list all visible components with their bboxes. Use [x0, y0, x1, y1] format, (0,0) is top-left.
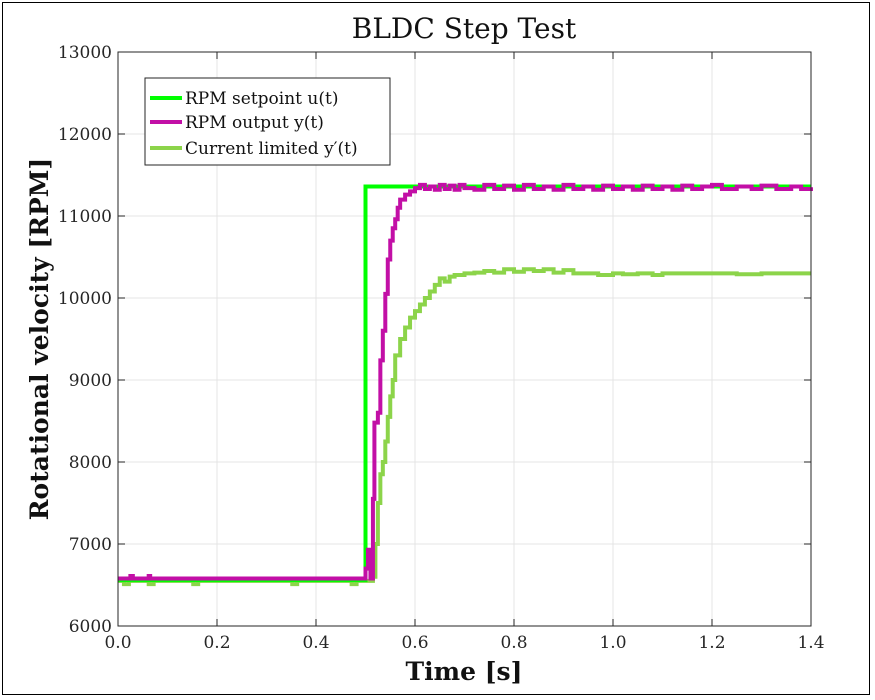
legend-box [144, 77, 391, 166]
x-tick-label: 0.0 [104, 633, 131, 653]
x-tick-label: 0.6 [401, 633, 428, 653]
legend-label-output: RPM output y(t) [185, 113, 324, 133]
y-axis-label: Rotational velocity [RPM] [25, 158, 54, 521]
y-tick-label: 10000 [58, 289, 112, 309]
legend-label-current-limited: Current limited y′(t) [185, 139, 358, 159]
y-tick-label: 9000 [69, 371, 112, 391]
y-tick-label: 12000 [58, 125, 112, 145]
plot-border [117, 51, 812, 627]
x-tick-label: 1.2 [698, 633, 725, 653]
chart-title: BLDC Step Test [352, 12, 577, 45]
y-tick-label: 8000 [69, 453, 112, 473]
x-axis-label: Time [s] [406, 657, 523, 686]
x-tick-label: 0.8 [500, 633, 527, 653]
x-tick-label: 1.4 [797, 633, 824, 653]
tick-marks [117, 51, 812, 627]
tick-labels: 0.0 0.2 0.4 0.6 0.8 1.0 1.2 1.4 6000 7000 8000 9000… [58, 43, 825, 653]
series-line-output [118, 182, 813, 581]
x-tick-label: 0.2 [203, 633, 230, 653]
y-tick-label: 11000 [58, 207, 112, 227]
legend-label-setpoint: RPM setpoint u(t) [185, 89, 338, 109]
x-tick-label: 0.4 [302, 633, 329, 653]
y-tick-label: 13000 [58, 43, 112, 63]
y-tick-label: 7000 [69, 535, 112, 555]
y-tick-label: 6000 [69, 617, 112, 637]
series-lines [118, 182, 813, 587]
legend: RPM setpoint u(t) RPM output y(t) Curren… [144, 77, 391, 166]
x-tick-label: 1.0 [599, 633, 626, 653]
